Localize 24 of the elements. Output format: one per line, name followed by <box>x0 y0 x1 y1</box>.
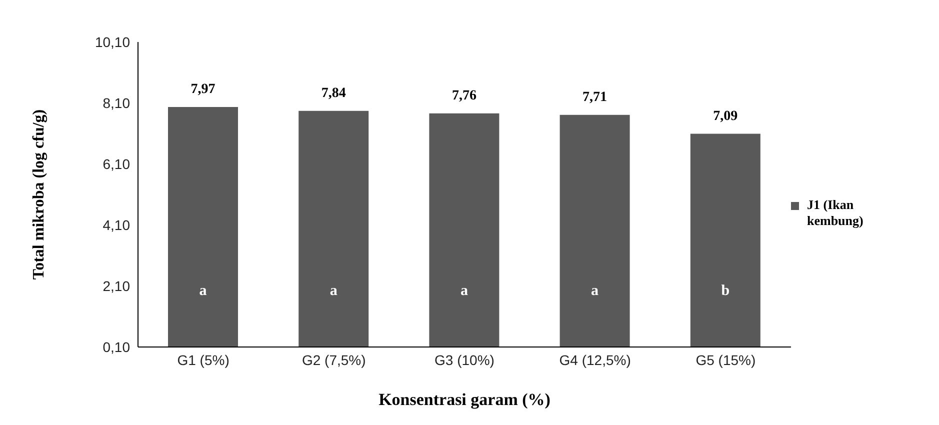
annotation: b <box>721 283 730 299</box>
annotation: a <box>591 283 600 299</box>
y-tick-label: 0,10 <box>102 338 130 355</box>
data-label: 7,97 <box>190 82 216 97</box>
legend-label: J1 (Ikan kembung) <box>807 196 864 228</box>
y-axis-title: Total mikroba (log cfu/g) <box>30 109 48 280</box>
y-tick-label: 8,10 <box>102 94 130 111</box>
annotation: a <box>460 283 468 299</box>
x-axis-title: Konsentrasi garam (%) <box>378 390 550 409</box>
x-tick-label: G1 (5%) <box>177 352 230 368</box>
annotation: a <box>330 283 338 299</box>
annotation: a <box>199 283 208 299</box>
data-label: 7,76 <box>452 88 476 104</box>
y-tick-label: 4,10 <box>102 216 130 233</box>
data-label: 7,84 <box>321 86 346 101</box>
x-tick-label: G4 (12,5%) <box>559 352 631 368</box>
data-label: 7,71 <box>582 90 608 105</box>
y-tick-label: 2,10 <box>102 278 130 294</box>
x-tick-label: G3 (10%) <box>434 352 494 368</box>
y-tick-label: 6,10 <box>102 156 130 172</box>
x-tick-label: G5 (15%) <box>696 352 756 368</box>
data-label: 7,09 <box>713 108 738 124</box>
y-tick-label: 10,10 <box>94 34 130 50</box>
x-tick-label: G2 (7,5%) <box>302 352 366 368</box>
